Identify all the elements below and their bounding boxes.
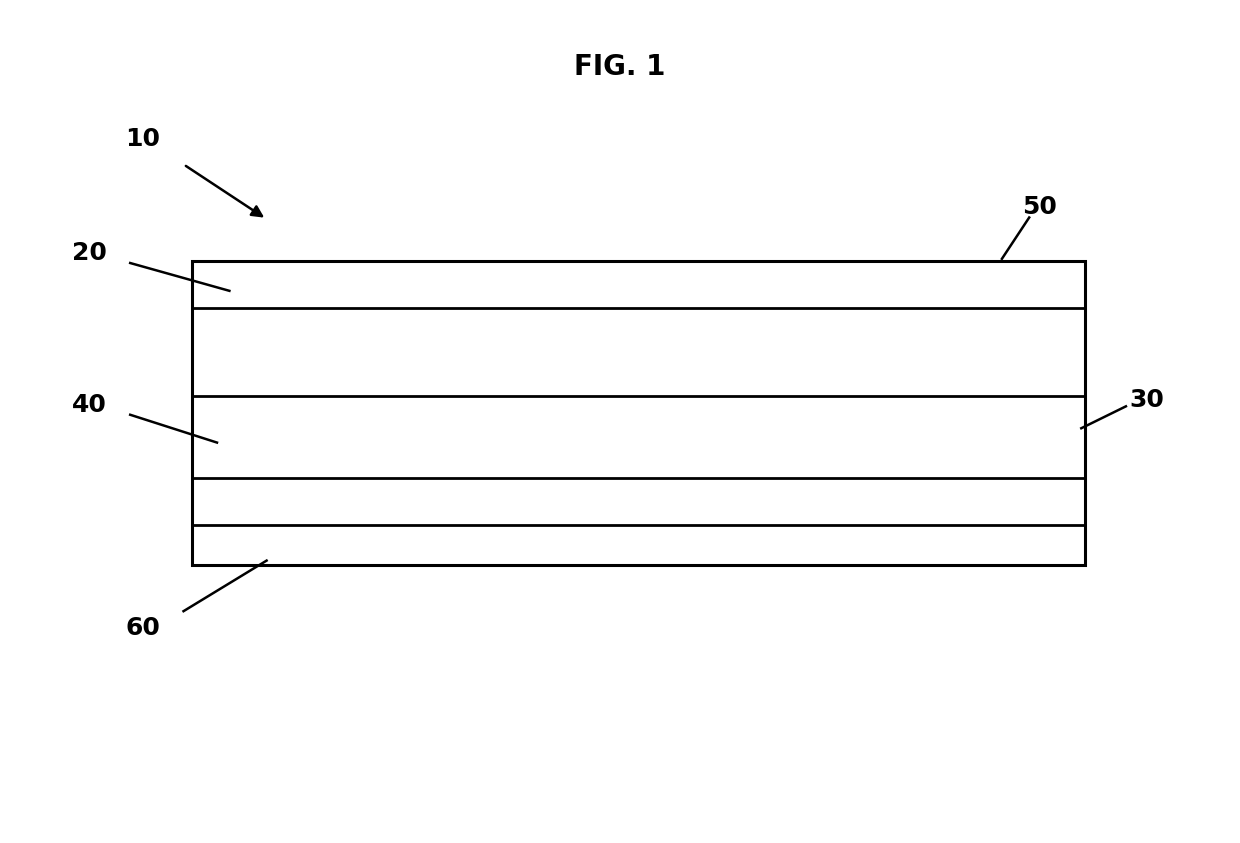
Text: 60: 60 [125, 616, 160, 640]
Text: 50: 50 [1022, 195, 1056, 218]
Text: FIG. 1: FIG. 1 [574, 53, 666, 82]
Text: 10: 10 [125, 127, 160, 151]
Text: 20: 20 [72, 241, 107, 265]
Text: 40: 40 [72, 393, 107, 416]
Text: 30: 30 [1130, 389, 1164, 412]
